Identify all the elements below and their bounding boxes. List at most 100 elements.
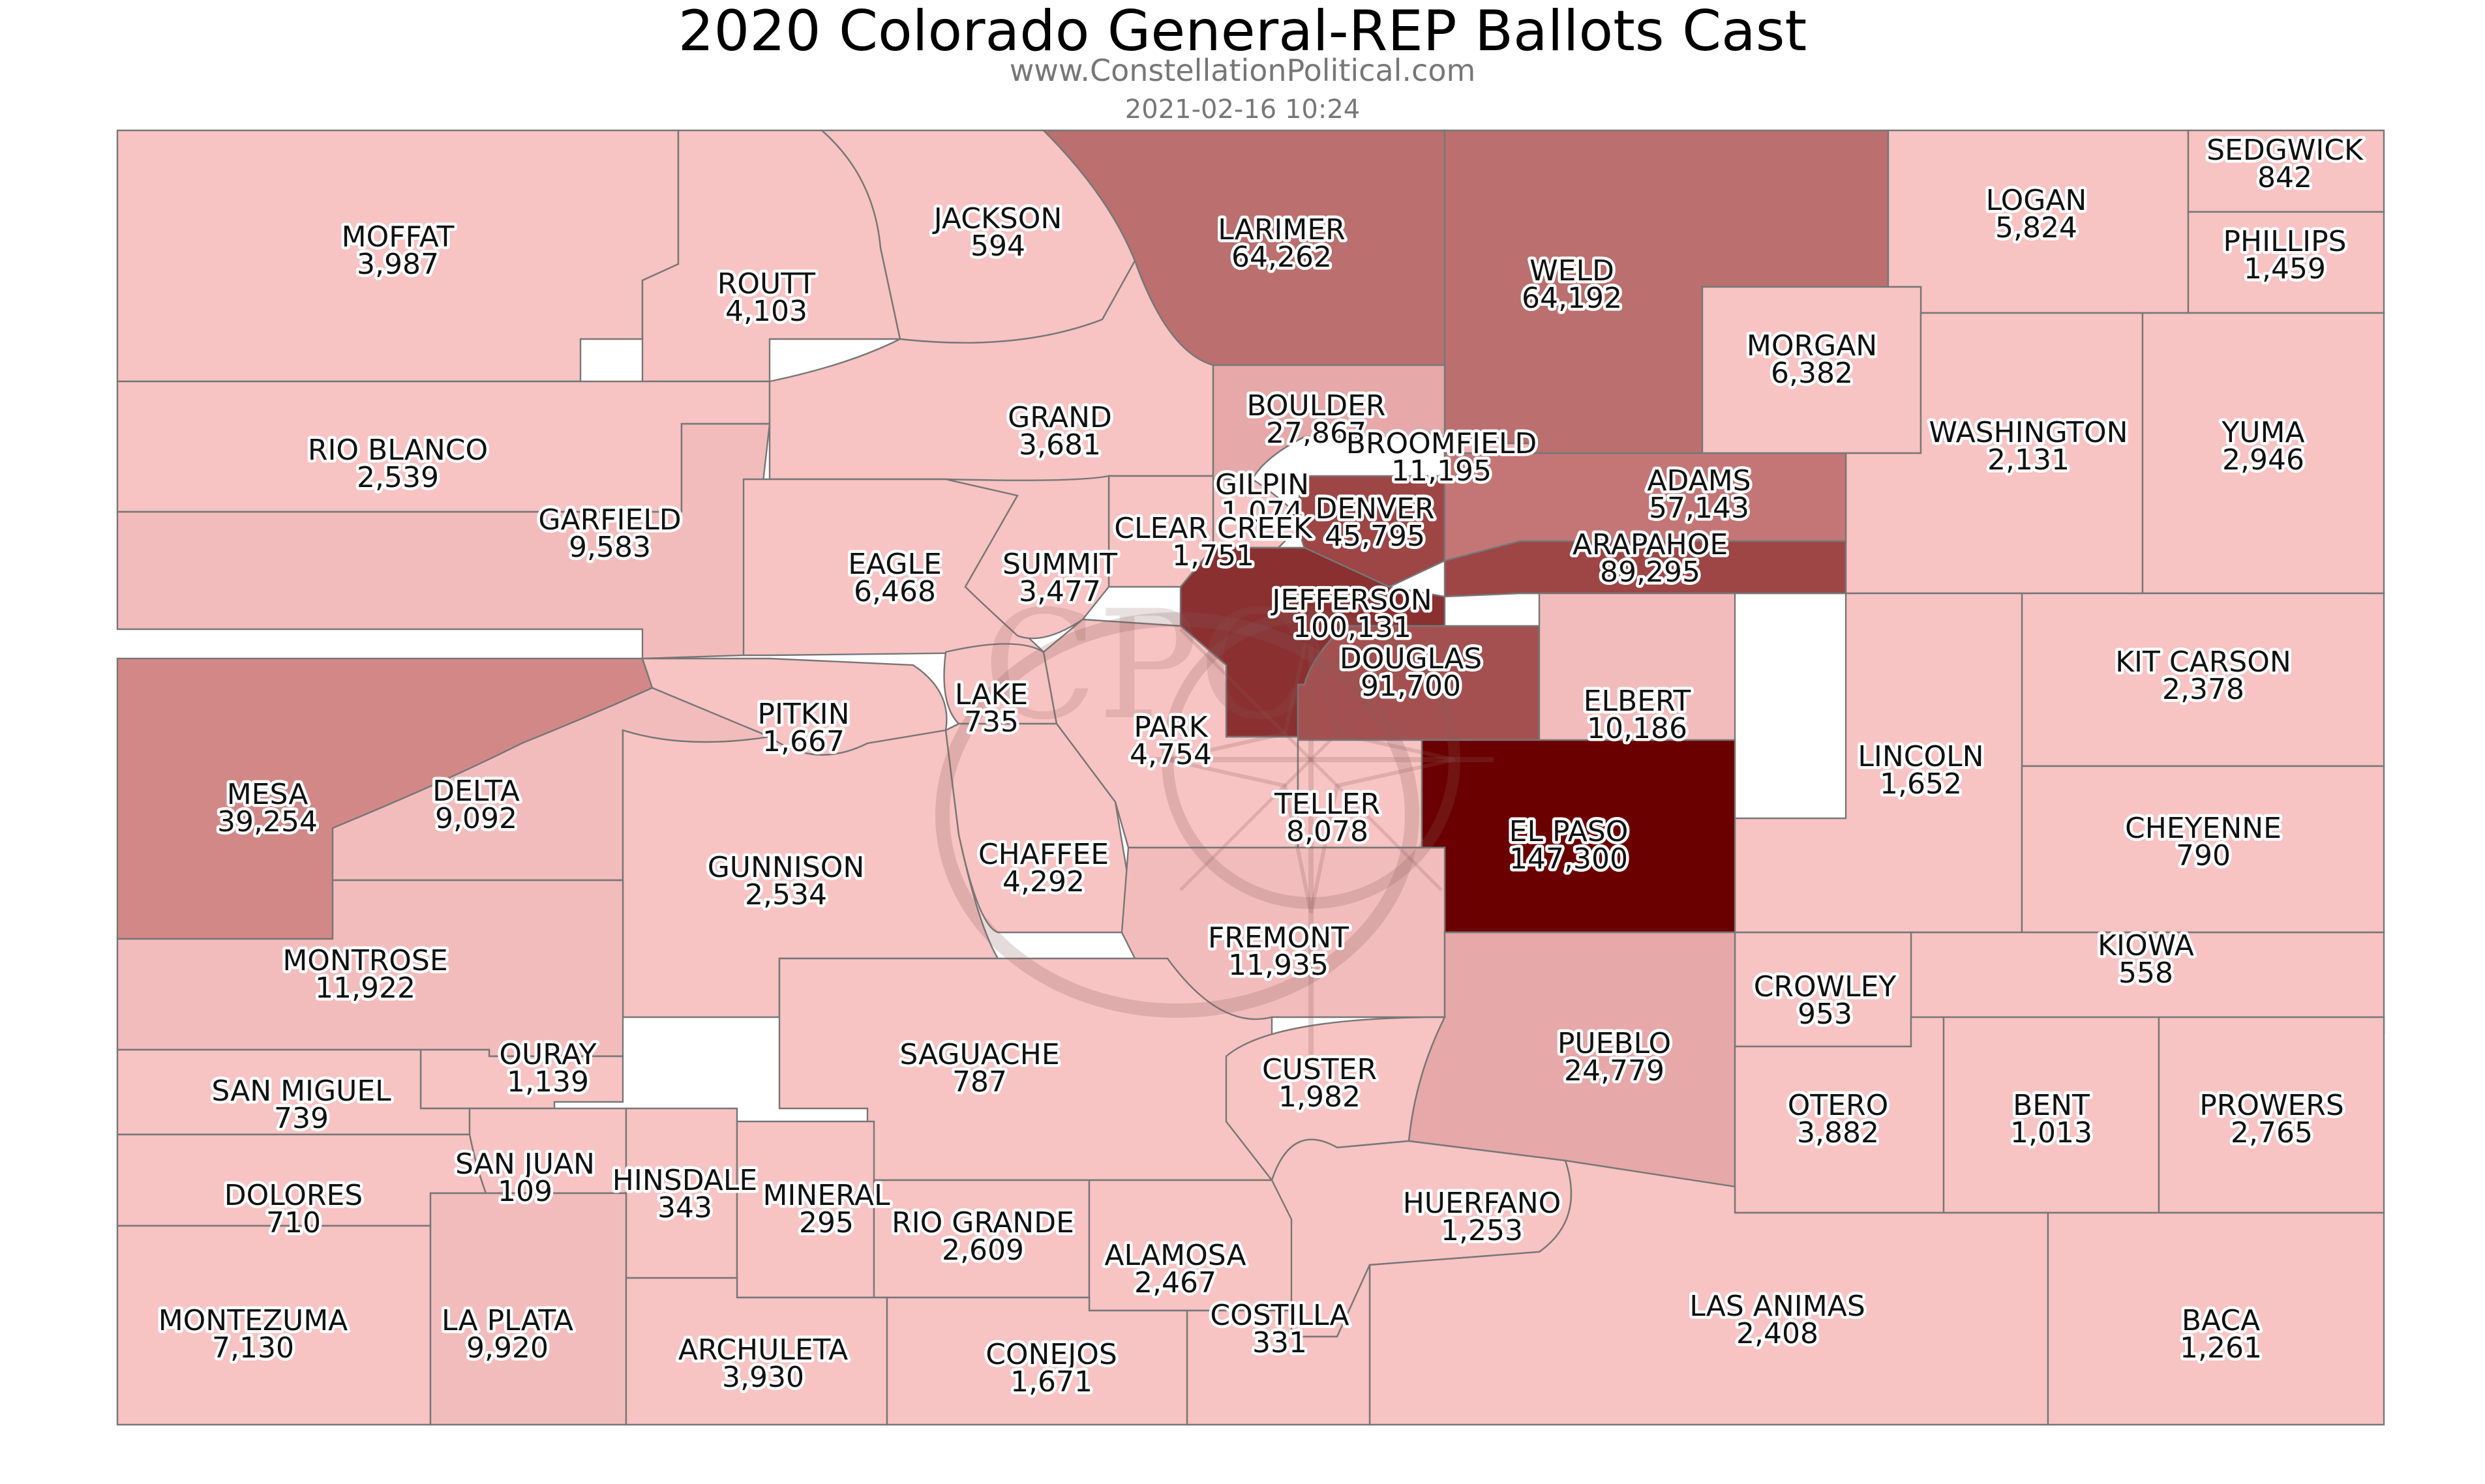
county-name-summit: SUMMIT bbox=[1002, 548, 1117, 581]
watermark-letters: CPC bbox=[983, 579, 1314, 753]
county-value-ouray: 1,139 bbox=[507, 1065, 589, 1099]
county-value-pueblo: 24,779 bbox=[1564, 1054, 1664, 1088]
county-conejos[interactable] bbox=[886, 1296, 1188, 1426]
county-name-washington: WASHINGTON bbox=[1929, 416, 2128, 449]
county-value-adams: 57,143 bbox=[1649, 492, 1749, 525]
county-las-animas[interactable] bbox=[1368, 1159, 2049, 1426]
county-value-douglas: 91,700 bbox=[1361, 670, 1461, 703]
county-name-lake: LAKE bbox=[955, 678, 1028, 711]
county-name-garfield: GARFIELD bbox=[538, 503, 681, 537]
county-value-boulder: 27,867 bbox=[1266, 417, 1366, 450]
county-value-custer: 1,982 bbox=[1278, 1080, 1361, 1114]
map-timestamp: 2021-02-16 10:24 bbox=[1124, 95, 1361, 125]
county-name-adams: ADAMS bbox=[1647, 464, 1751, 497]
county-name-bent: BENT bbox=[2013, 1089, 2090, 1122]
county-name-moffat: MOFFAT bbox=[342, 220, 455, 254]
county-baca[interactable] bbox=[2047, 1211, 2385, 1426]
county-name-boulder: BOULDER bbox=[1246, 389, 1385, 423]
county-name-conejos: CONEJOS bbox=[986, 1338, 1117, 1371]
county-name-montezuma: MONTEZUMA bbox=[158, 1304, 348, 1337]
map-header: 2020 Colorado General-REP Ballots Cast w… bbox=[0, 0, 2485, 127]
county-value-sedgwick: 842 bbox=[2257, 161, 2312, 194]
county-name-jefferson: JEFFERSON bbox=[1270, 584, 1432, 617]
county-name-grand: GRAND bbox=[1008, 401, 1112, 434]
county-name-arapahoe: ARAPAHOE bbox=[1573, 528, 1728, 561]
county-name-pueblo: PUEBLO bbox=[1558, 1027, 1671, 1060]
county-value-broomfield: 11,195 bbox=[1391, 454, 1492, 488]
county-alamosa[interactable] bbox=[1088, 1179, 1293, 1312]
county-value-dolores: 710 bbox=[266, 1206, 321, 1239]
county-value-park: 4,754 bbox=[1130, 738, 1212, 771]
county-value-garfield: 9,583 bbox=[569, 531, 651, 564]
county-value-gilpin: 1,074 bbox=[1221, 496, 1303, 529]
county-value-summit: 3,477 bbox=[1019, 575, 1101, 608]
county-value-mineral: 295 bbox=[799, 1206, 854, 1239]
county-value-baca: 1,261 bbox=[2180, 1331, 2262, 1365]
county-name-phillips: PHILLIPS bbox=[2223, 225, 2346, 258]
county-name-elbert: ELBERT bbox=[1584, 685, 1691, 718]
county-name-mineral: MINERAL bbox=[762, 1179, 890, 1212]
county-name-gunnison: GUNNISON bbox=[708, 851, 865, 884]
county-name-ouray: OURAY bbox=[499, 1038, 596, 1071]
county-name-archuleta: ARCHULETA bbox=[678, 1333, 848, 1367]
county-name-delta: DELTA bbox=[432, 775, 520, 808]
county-name-montrose: MONTROSE bbox=[282, 944, 447, 977]
county-name-san-juan: SAN JUAN bbox=[455, 1148, 595, 1181]
county-gunnison[interactable] bbox=[622, 729, 1000, 1018]
county-name-saguache: SAGUACHE bbox=[899, 1038, 1059, 1071]
county-name-la-plata: LA PLATA bbox=[442, 1304, 573, 1337]
county-name-morgan: MORGAN bbox=[1747, 329, 1877, 363]
county-name-crowley: CROWLEY bbox=[1754, 970, 1897, 1003]
county-summit[interactable] bbox=[945, 475, 1110, 640]
county-name-fremont: FREMONT bbox=[1208, 921, 1349, 955]
county-value-fremont: 11,935 bbox=[1228, 949, 1329, 982]
county-value-weld: 64,192 bbox=[1522, 282, 1622, 315]
county-value-hinsdale: 343 bbox=[657, 1191, 712, 1224]
county-value-arapahoe: 89,295 bbox=[1600, 556, 1700, 589]
county-name-dolores: DOLORES bbox=[224, 1179, 363, 1212]
county-name-cheyenne: CHEYENNE bbox=[2125, 812, 2282, 845]
county-denver[interactable] bbox=[1297, 475, 1446, 588]
county-costilla[interactable] bbox=[1186, 1264, 1371, 1426]
county-value-la-plata: 9,920 bbox=[466, 1331, 549, 1365]
county-value-el-paso: 147,300 bbox=[1509, 842, 1628, 876]
county-name-routt: ROUTT bbox=[717, 267, 816, 301]
county-value-teller: 8,078 bbox=[1286, 815, 1368, 848]
county-value-eagle: 6,468 bbox=[854, 575, 936, 608]
county-value-gunnison: 2,534 bbox=[745, 878, 827, 912]
county-name-yuma: YUMA bbox=[2221, 416, 2304, 449]
county-name-weld: WELD bbox=[1529, 254, 1614, 288]
county-name-kiowa: KIOWA bbox=[2098, 929, 2194, 962]
county-value-jefferson: 100,131 bbox=[1293, 611, 1411, 644]
county-name-hinsdale: HINSDALE bbox=[612, 1164, 757, 1197]
county-name-douglas: DOUGLAS bbox=[1340, 642, 1482, 675]
county-value-delta: 9,092 bbox=[435, 802, 517, 835]
county-name-logan: LOGAN bbox=[1986, 184, 2087, 217]
county-value-lincoln: 1,652 bbox=[1880, 767, 1962, 801]
county-value-las-animas: 2,408 bbox=[1736, 1317, 1818, 1350]
county-value-grand: 3,681 bbox=[1019, 428, 1101, 462]
county-value-elbert: 10,186 bbox=[1587, 712, 1687, 745]
county-value-bent: 1,013 bbox=[2010, 1116, 2092, 1150]
county-name-custer: CUSTER bbox=[1262, 1053, 1377, 1086]
county-value-moffat: 3,987 bbox=[357, 248, 439, 281]
county-name-gilpin: GILPIN bbox=[1215, 468, 1309, 501]
county-name-el-paso: EL PASO bbox=[1509, 815, 1629, 848]
county-value-san-miguel: 739 bbox=[274, 1102, 329, 1135]
county-value-kiowa: 558 bbox=[2118, 957, 2173, 990]
county-name-jackson: JACKSON bbox=[932, 202, 1062, 235]
county-name-rio-blanco: RIO BLANCO bbox=[308, 434, 488, 467]
county-name-las-animas: LAS ANIMAS bbox=[1689, 1290, 1865, 1323]
county-value-clear-creek: 1,751 bbox=[1172, 539, 1254, 572]
county-arapahoe[interactable] bbox=[1443, 540, 1847, 598]
county-name-rio-grande: RIO GRANDE bbox=[892, 1206, 1074, 1239]
county-value-logan: 5,824 bbox=[1995, 211, 2077, 245]
map-title: 2020 Colorado General-REP Ballots Cast bbox=[678, 0, 1807, 64]
county-value-yuma: 2,946 bbox=[2222, 443, 2304, 477]
county-value-montezuma: 7,130 bbox=[212, 1331, 294, 1365]
county-value-phillips: 1,459 bbox=[2244, 252, 2326, 286]
county-name-pitkin: PITKIN bbox=[757, 698, 849, 731]
county-value-alamosa: 2,467 bbox=[1134, 1266, 1216, 1299]
